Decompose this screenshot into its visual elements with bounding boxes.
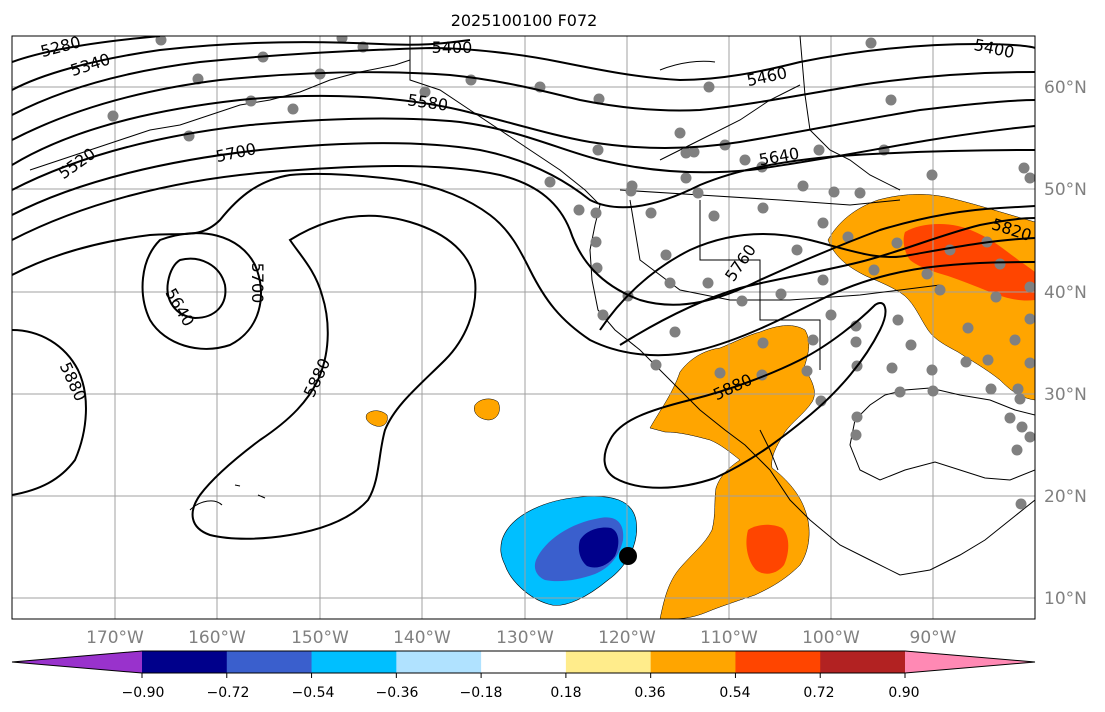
lat-label: 60°N [1044, 78, 1087, 98]
colorbar-segment [226, 651, 313, 673]
contour-5400 [12, 42, 1035, 116]
contour-5280 [12, 36, 161, 63]
contour-low-circle-inner [166, 257, 227, 320]
colorbar-tick-label: 0.36 [634, 685, 665, 701]
contour-5580 [12, 117, 1035, 191]
colorbar-segment [311, 651, 397, 673]
contour-label: 5700 [248, 263, 267, 304]
colorbar-tick-label: 0.54 [719, 685, 750, 701]
colorbar-segment [565, 651, 652, 673]
contour-5880-west [12, 329, 87, 496]
positive-anomaly-patch-2 [365, 410, 388, 427]
colorbar-segment [142, 651, 228, 673]
colorbar-tick-label: −0.54 [292, 685, 335, 701]
height-contours [12, 36, 1035, 540]
colorbar-tick-label: −0.90 [122, 685, 165, 701]
colorbar-tick-label: 0.72 [803, 685, 834, 701]
colorbar-segment [820, 651, 906, 673]
lon-label: 110°W [700, 628, 758, 648]
negative-anomaly-core [578, 527, 619, 568]
storm-position-marker [619, 547, 637, 565]
contour-5760 [599, 233, 1035, 331]
contour-5880-main [191, 214, 477, 540]
lon-label: 140°W [393, 628, 451, 648]
lat-label: 50°N [1044, 180, 1087, 200]
figure-title: 2025100100 F072 [451, 11, 598, 30]
colorbar-tick-label: −0.18 [460, 685, 503, 701]
colorbar-tick-labels: −0.90 −0.72 −0.54 −0.36 −0.18 0.18 0.36 … [122, 685, 920, 701]
positive-anomaly-patch-1 [474, 398, 500, 421]
longitude-labels: 170°W 160°W 150°W 140°W 130°W 120°W 110°… [86, 628, 957, 648]
map-panel: 5280 5340 5400 5400 5460 5520 5580 5640 … [12, 36, 1035, 619]
colorbar-segment [735, 651, 821, 673]
lon-label: 150°W [291, 628, 349, 648]
contour-label: 5400 [432, 38, 473, 57]
colorbar [11, 650, 1036, 678]
lat-label: 40°N [1044, 283, 1087, 303]
lat-label: 10°N [1044, 589, 1087, 609]
lon-label: 160°W [188, 628, 246, 648]
positive-anomaly-core-mexico [746, 524, 789, 574]
lon-label: 90°W [910, 628, 957, 648]
contour-5640 [12, 142, 1035, 216]
station-markers [107, 36, 1035, 510]
map-frame [11, 35, 1036, 620]
contour-5820 [619, 217, 1035, 346]
colorbar-tick-label: 0.18 [550, 685, 581, 701]
colorbar-over-triangle [905, 651, 1035, 673]
contour-low-circle-outer [141, 232, 262, 350]
lon-label: 100°W [802, 628, 860, 648]
colorbar-tick-label: −0.72 [207, 685, 250, 701]
colorbar-tick-label: 0.90 [888, 685, 919, 701]
lon-label: 170°W [86, 628, 144, 648]
contour-5340 [12, 39, 471, 91]
graticule [12, 36, 1035, 619]
colorbar-segment [481, 651, 567, 673]
colorbar-under-triangle [12, 651, 142, 673]
colorbar-segment [396, 651, 482, 673]
lon-label: 120°W [598, 628, 656, 648]
contour-5700-north [12, 165, 1035, 306]
contour-5880-east [603, 302, 887, 489]
contour-5520 [12, 94, 1035, 166]
contour-5700-loop [12, 172, 1035, 357]
lat-label: 20°N [1044, 487, 1087, 507]
contour-5460 [12, 71, 1035, 141]
lon-label: 130°W [496, 628, 554, 648]
lat-label: 30°N [1044, 385, 1087, 405]
colorbar-segment [650, 651, 736, 673]
latitude-labels: 60°N 50°N 40°N 30°N 20°N 10°N [1044, 78, 1087, 609]
positive-anomaly-core-greatlakes [903, 224, 1035, 301]
colorbar-tick-label: −0.36 [376, 685, 419, 701]
